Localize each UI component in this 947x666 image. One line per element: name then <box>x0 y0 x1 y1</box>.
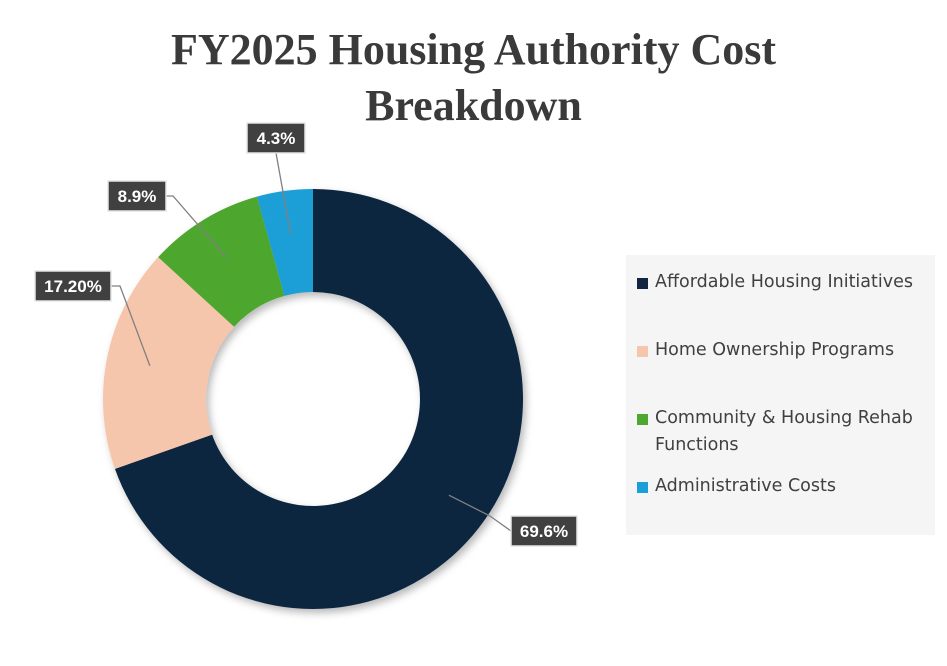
slice-home-ownership <box>103 257 235 469</box>
legend-item-administrative-costs: Administrative Costs <box>636 473 925 500</box>
legend-label-community-rehab-line-2: Functions <box>655 435 739 455</box>
legend-swatch-home-ownership <box>637 346 648 357</box>
legend-label-home-ownership: Home Ownership Programs <box>655 340 895 360</box>
data-label-box-home-ownership <box>34 270 112 302</box>
chart-title-line-1: FY2025 Housing Authority Cost <box>170 25 777 74</box>
legend-item-community-rehab: Community & Housing Rehab Functions <box>636 405 925 459</box>
legend-item-home-ownership: Home Ownership Programs <box>636 337 925 364</box>
chart-title-line-2: Breakdown <box>365 81 582 130</box>
data-label-text-affordable-housing: 69.6% <box>520 522 568 541</box>
data-label-affordable-housing: 69.6% <box>510 515 578 547</box>
data-label-text-community-rehab: 8.9% <box>118 187 157 206</box>
data-label-home-ownership: 17.20% <box>34 270 112 302</box>
leader-line-community-rehab <box>166 195 227 258</box>
donut-slices <box>103 189 524 609</box>
data-label-text-home-ownership: 17.20% <box>44 277 102 296</box>
data-label-text-administrative-costs: 4.3% <box>257 129 296 148</box>
data-label-box-affordable-housing <box>510 515 578 547</box>
legend-swatch-affordable-housing <box>637 278 648 289</box>
slice-community-rehab <box>158 196 285 327</box>
legend-label-community-rehab: Community & Housing Rehab <box>655 408 913 428</box>
leader-line-affordable-housing <box>448 494 512 532</box>
chart-title: FY2025 Housing Authority Cost Breakdown <box>0 22 947 134</box>
data-label-community-rehab: 8.9% <box>107 180 167 212</box>
slice-affordable-housing <box>114 189 524 609</box>
legend-label-administrative-costs: Administrative Costs <box>655 476 836 496</box>
leader-lines <box>111 152 512 532</box>
legend-label-affordable-housing: Affordable Housing Initiatives <box>655 272 913 292</box>
leader-line-home-ownership <box>111 285 151 366</box>
slice-administrative-costs <box>256 189 313 296</box>
data-label-box-community-rehab <box>107 180 167 212</box>
data-labels: 69.6% 17.20% 8.9% 4.3% <box>34 122 578 547</box>
chart-legend: Affordable Housing Initiatives Home Owne… <box>626 255 935 535</box>
leader-line-administrative-costs <box>275 152 292 235</box>
legend-swatch-administrative-costs <box>637 482 648 493</box>
data-label-box-administrative-costs <box>246 122 306 154</box>
legend-swatch-community-rehab <box>637 414 648 425</box>
legend-item-affordable-housing: Affordable Housing Initiatives <box>636 269 925 296</box>
data-label-administrative-costs: 4.3% <box>246 122 306 154</box>
